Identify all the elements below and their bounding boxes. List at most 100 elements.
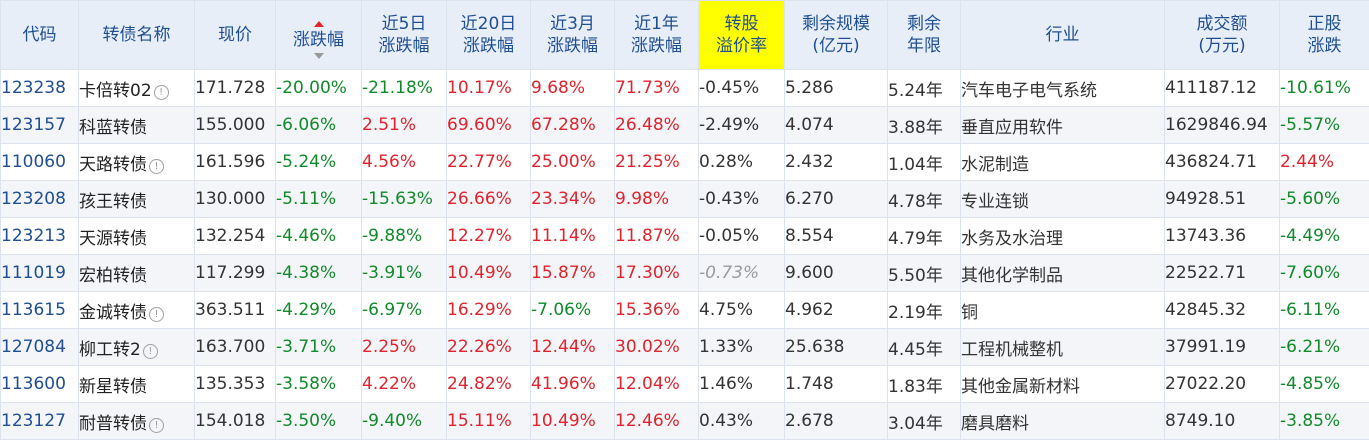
code-cell-value[interactable]: 123127 <box>1 411 66 431</box>
code-cell[interactable]: 113600 <box>0 365 79 403</box>
col-header-remaining-scale[interactable]: 剩余规模 (亿元) <box>784 0 888 70</box>
code-cell[interactable]: 123208 <box>0 180 79 218</box>
name-cell-value[interactable]: 金诚转债 <box>79 302 148 323</box>
table-row[interactable]: 111019 宏柏转债 117.299 -4.38% -3.91% 10.49% 15.87… <box>0 254 1369 292</box>
change-pct-cell: -6.06% <box>275 106 362 144</box>
change-1y-cell: 30.02% <box>614 328 699 366</box>
name-cell-value[interactable]: 宏柏转债 <box>79 265 148 286</box>
name-cell[interactable]: 柳工转2! <box>78 328 195 366</box>
change-20d-cell: 16.29% <box>446 291 531 329</box>
table-row[interactable]: 123213 天源转债 132.254 -4.46% -9.88% 12.27% 11.14… <box>0 217 1369 255</box>
table-row[interactable]: 110060 天路转债! 161.596 -5.24% 4.56% 22.77% 25.00… <box>0 143 1369 181</box>
col-header-turnover[interactable]: 成交额 (万元) <box>1164 0 1280 70</box>
col-header-change-1y[interactable]: 近1年 涨跌幅 <box>614 0 699 70</box>
name-cell[interactable]: 天路转债! <box>78 143 195 181</box>
remaining-scale-cell: 5.286 <box>784 69 888 107</box>
change-pct-cell-value: -6.06% <box>276 115 337 135</box>
code-cell[interactable]: 123213 <box>0 217 79 255</box>
industry-cell: 汽车电子电气系统 <box>960 69 1165 107</box>
code-cell-value[interactable]: 113600 <box>1 374 66 394</box>
code-cell-value[interactable]: 113615 <box>1 300 66 320</box>
info-icon[interactable]: ! <box>149 306 164 322</box>
col-header-change-5d[interactable]: 近5日 涨跌幅 <box>361 0 447 70</box>
table-row[interactable]: 113600 新星转债 135.353 -3.58% 4.22% 24.82% 41.96%… <box>0 365 1369 403</box>
change-1y-cell-value: 12.04% <box>615 374 680 394</box>
col-header-change-1y-line2: 涨跌幅 <box>631 36 682 56</box>
change-pct-cell: -5.24% <box>275 143 362 181</box>
code-cell[interactable]: 123127 <box>0 402 79 440</box>
code-cell-value[interactable]: 123213 <box>1 226 66 246</box>
change-1y-cell: 12.04% <box>614 365 699 403</box>
col-header-code-label: 代码 <box>22 25 57 45</box>
name-cell-value[interactable]: 柳工转2 <box>79 339 141 360</box>
name-cell[interactable]: 金诚转债! <box>78 291 195 329</box>
table-row[interactable]: 123127 耐普转债! 154.018 -3.50% -9.40% 15.11% 10.4… <box>0 402 1369 440</box>
code-cell-value[interactable]: 123238 <box>1 78 66 98</box>
col-header-code[interactable]: 代码 <box>0 0 79 70</box>
remaining-scale-cell-value: 5.286 <box>785 78 834 98</box>
col-header-premium[interactable]: 转股 溢价率 <box>698 0 785 70</box>
sort-up-arrow-icon[interactable] <box>313 21 324 27</box>
remaining-scale-cell-value: 25.638 <box>785 337 845 357</box>
remaining-scale-cell: 1.748 <box>784 365 888 403</box>
change-pct-cell: -4.38% <box>275 254 362 292</box>
name-cell[interactable]: 天源转债 <box>78 217 195 255</box>
name-cell[interactable]: 卡倍转02! <box>78 69 195 107</box>
info-icon[interactable]: ! <box>149 158 164 174</box>
col-header-stock-change[interactable]: 正股 涨跌 <box>1279 0 1369 70</box>
col-header-name[interactable]: 转债名称 <box>78 0 195 70</box>
turnover-cell-value: 37991.19 <box>1165 337 1247 357</box>
col-header-change-3m[interactable]: 近3月 涨跌幅 <box>530 0 615 70</box>
name-cell[interactable]: 科蓝转债 <box>78 106 195 144</box>
change-3m-cell: 67.28% <box>530 106 615 144</box>
code-cell-value[interactable]: 123208 <box>1 189 66 209</box>
change-20d-cell-value: 26.66% <box>447 189 512 209</box>
code-cell[interactable]: 113615 <box>0 291 79 329</box>
change-5d-cell-value: -9.88% <box>362 226 423 246</box>
name-cell-value[interactable]: 科蓝转债 <box>79 117 148 138</box>
sort-down-arrow-icon[interactable] <box>313 53 324 59</box>
code-cell-value[interactable]: 123157 <box>1 115 66 135</box>
table-row[interactable]: 113615 金诚转债! 363.511 -4.29% -6.97% 16.29% -7.0… <box>0 291 1369 329</box>
code-cell[interactable]: 123157 <box>0 106 79 144</box>
price-cell-value: 171.728 <box>195 78 266 98</box>
col-header-remaining-years[interactable]: 剩余 年限 <box>887 0 961 70</box>
name-cell-value[interactable]: 耐普转债 <box>79 413 148 434</box>
info-icon[interactable]: ! <box>153 84 169 100</box>
name-cell-value[interactable]: 新星转债 <box>79 376 148 397</box>
table-row[interactable]: 123157 科蓝转债 155.000 -6.06% 2.51% 69.60% 67.28%… <box>0 106 1369 144</box>
code-cell[interactable]: 110060 <box>0 143 79 181</box>
name-cell[interactable]: 宏柏转债 <box>78 254 195 292</box>
stock-change-cell-value: -3.85% <box>1280 411 1341 431</box>
code-cell-value[interactable]: 110060 <box>1 152 66 172</box>
remaining-years-cell: 3.88年 <box>887 106 961 144</box>
code-cell[interactable]: 127084 <box>0 328 79 366</box>
col-header-change-pct[interactable]: 涨跌幅 <box>275 0 362 70</box>
table-row[interactable]: 123238 卡倍转02! 171.728 -20.00% -21.18% 10.17% 9… <box>0 69 1369 107</box>
name-cell-value[interactable]: 孩王转债 <box>79 191 148 212</box>
name-cell-value[interactable]: 卡倍转02 <box>79 80 152 101</box>
code-cell-value[interactable]: 111019 <box>1 263 66 283</box>
turnover-cell-value: 436824.71 <box>1165 152 1257 172</box>
turnover-cell: 37991.19 <box>1164 328 1280 366</box>
stock-change-cell: -4.85% <box>1279 365 1369 403</box>
col-header-industry[interactable]: 行业 <box>960 0 1165 70</box>
table-row[interactable]: 123208 孩王转债 130.000 -5.11% -15.63% 26.66% 23.3… <box>0 180 1369 218</box>
stock-change-cell-value: -4.49% <box>1280 226 1341 246</box>
change-20d-cell: 24.82% <box>446 365 531 403</box>
col-header-change-20d[interactable]: 近20日 涨跌幅 <box>446 0 531 70</box>
change-1y-cell-value: 15.36% <box>615 300 680 320</box>
name-cell-value[interactable]: 天路转债 <box>79 154 148 175</box>
code-cell-value[interactable]: 127084 <box>1 337 66 357</box>
info-icon[interactable]: ! <box>142 343 158 359</box>
col-header-price[interactable]: 现价 <box>194 0 276 70</box>
name-cell[interactable]: 新星转债 <box>78 365 195 403</box>
remaining-scale-cell-value: 2.678 <box>785 411 834 431</box>
name-cell[interactable]: 耐普转债! <box>78 402 195 440</box>
code-cell[interactable]: 123238 <box>0 69 79 107</box>
info-icon[interactable]: ! <box>149 417 164 433</box>
table-row[interactable]: 127084 柳工转2! 163.700 -3.71% 2.25% 22.26% 12.44… <box>0 328 1369 366</box>
name-cell[interactable]: 孩王转债 <box>78 180 195 218</box>
code-cell[interactable]: 111019 <box>0 254 79 292</box>
name-cell-value[interactable]: 天源转债 <box>79 228 148 249</box>
